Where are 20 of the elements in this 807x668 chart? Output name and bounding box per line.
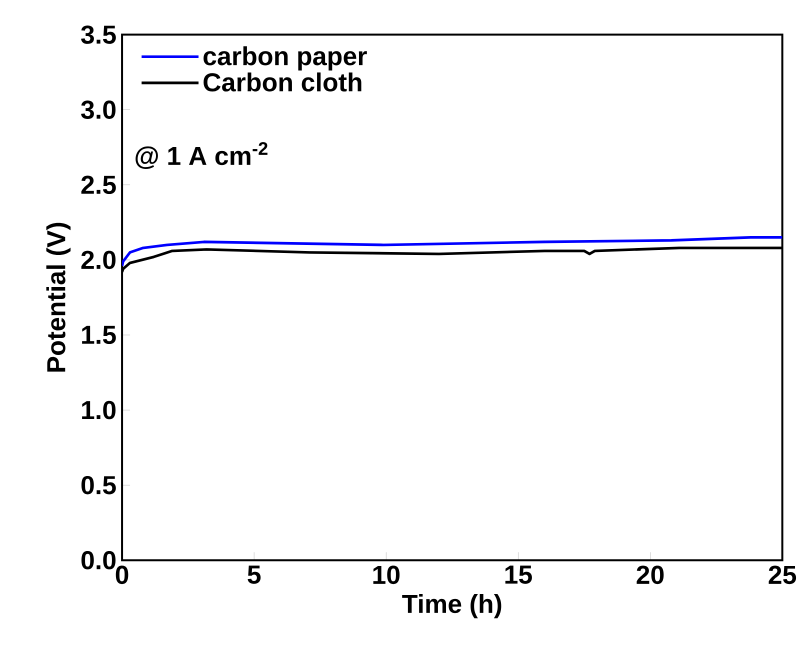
annotation: @ 1 A cm$^{-2}$: [136, 142, 268, 169]
x-axis-title: Time (h): [402, 594, 502, 618]
y-tick-label: 3.5: [81, 25, 116, 44]
x-tick-label: 25: [768, 566, 796, 584]
y-tick-label: 1.5: [82, 326, 116, 344]
y-tick-label: 2.0: [81, 250, 116, 269]
y-tick-label: 1.0: [82, 400, 116, 420]
y-tick-label: 0.5: [81, 476, 116, 494]
y-axis-title: Potential (V): [46, 222, 71, 372]
y-tick-label: 0.0: [81, 550, 116, 570]
x-tick-label: 0: [116, 566, 128, 584]
y-tick-label: 2.5: [81, 176, 116, 194]
x-tick-label: 5: [248, 566, 261, 584]
y-tick-label: 3.0: [81, 100, 116, 119]
x-tick-label: 20: [636, 566, 664, 584]
legend-label: Carbon cloth: [204, 72, 362, 92]
line-series: [122, 236, 782, 268]
x-tick-label: 15: [505, 566, 532, 584]
legend-label: carbon paper: [204, 46, 367, 70]
x-tick-label: 10: [373, 566, 400, 584]
